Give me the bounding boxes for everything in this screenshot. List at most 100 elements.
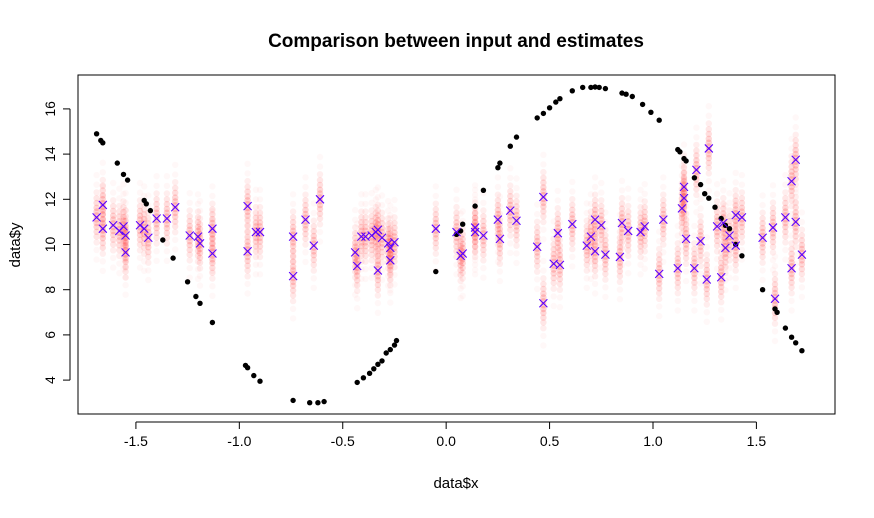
spread-sample (209, 200, 216, 207)
spread-sample (770, 182, 776, 188)
spread-sample (616, 239, 624, 246)
spread-sample (660, 259, 666, 265)
spread-sample (788, 197, 795, 204)
spread-sample (209, 208, 215, 214)
spread-sample (569, 230, 576, 237)
spread-sample (110, 224, 117, 231)
spread-sample (798, 232, 806, 239)
spread-sample (358, 243, 365, 250)
spread-sample (453, 187, 459, 193)
spread-sample (678, 219, 686, 226)
spread-sample (99, 207, 107, 214)
spread-sample (471, 230, 479, 238)
estimate-marker-stroke (679, 193, 689, 203)
spread-sample (136, 236, 144, 243)
spread-sample (311, 275, 317, 281)
spread-sample (602, 241, 609, 249)
estimate-marker-stroke (193, 232, 203, 241)
spread-sample (793, 251, 799, 257)
spread-sample (116, 237, 123, 244)
spread-sample (706, 178, 712, 184)
spread-sample (358, 247, 365, 255)
input-point (793, 340, 799, 346)
spread-sample (680, 189, 688, 196)
estimate-marker-stroke (352, 261, 362, 271)
spread-sample (244, 281, 250, 287)
estimate-marker (731, 210, 741, 220)
spread-sample (718, 283, 725, 291)
estimate-marker-stroke (673, 263, 683, 273)
spread-sample (120, 208, 127, 216)
spread-sample (196, 242, 204, 249)
spread-sample (141, 244, 148, 252)
spread-sample (163, 190, 171, 197)
estimate-marker (636, 227, 645, 237)
spread-sample (592, 174, 598, 180)
spread-sample (556, 286, 564, 293)
spread-sample (534, 218, 541, 225)
spread-sample (99, 176, 107, 184)
spread-sample (705, 135, 712, 142)
estimate-marker (121, 248, 130, 257)
spread-sample (798, 270, 806, 278)
spread-sample (788, 255, 795, 262)
spread-sample (316, 205, 324, 213)
spread-sample (374, 220, 382, 228)
input-point (691, 175, 698, 181)
spread-sample (718, 316, 724, 322)
spread-sample (432, 235, 439, 242)
spread-sample (374, 248, 382, 255)
spread-sample (110, 207, 117, 215)
spread-sample (316, 186, 324, 193)
spread-sample (153, 224, 160, 232)
spread-sample (759, 228, 766, 236)
spread-sample (141, 206, 148, 213)
spread-sample (759, 244, 766, 251)
estimate-marker (478, 231, 488, 240)
spread-sample (457, 238, 464, 245)
spread-sample (432, 244, 439, 252)
spread-sample (680, 170, 688, 177)
spread-sample (153, 221, 160, 228)
spread-sample (792, 220, 799, 227)
spread-sample (368, 226, 375, 233)
spread-sample (391, 224, 398, 231)
spread-sample (252, 219, 260, 226)
spread-sample (788, 163, 795, 170)
spread-sample (798, 253, 806, 260)
estimate-marker (208, 224, 217, 234)
spread-sample (540, 314, 547, 321)
spread-sample (540, 280, 547, 288)
spread-sample (771, 281, 779, 288)
estimate-marker-stroke (681, 234, 691, 244)
spread-sample (682, 245, 690, 252)
spread-sample (792, 146, 799, 154)
estimate-marker-stroke (288, 271, 298, 281)
spread-sample (550, 241, 557, 248)
spread-sample (153, 190, 160, 197)
spread-sample (602, 270, 609, 278)
spread-sample (372, 203, 379, 211)
spread-sample (116, 252, 123, 260)
spread-sample (354, 287, 361, 295)
spread-sample (354, 264, 361, 272)
estimate-marker (582, 241, 592, 251)
spread-sample (256, 248, 264, 255)
spread-sample (656, 272, 663, 279)
spread-sample (507, 197, 514, 205)
spread-sample (738, 208, 746, 215)
spread-sample (244, 253, 251, 261)
estimate-spread (674, 240, 681, 297)
spread-sample (726, 200, 732, 206)
spread-sample (378, 215, 386, 222)
spread-sample (772, 338, 778, 344)
spread-sample (471, 209, 479, 217)
spread-sample (116, 208, 123, 215)
spread-sample (311, 210, 317, 216)
spread-sample (93, 208, 100, 215)
spread-sample (244, 222, 251, 229)
spread-sample (457, 271, 464, 279)
estimate-spread (374, 242, 382, 299)
spread-sample (513, 219, 520, 226)
spread-sample (705, 170, 712, 177)
